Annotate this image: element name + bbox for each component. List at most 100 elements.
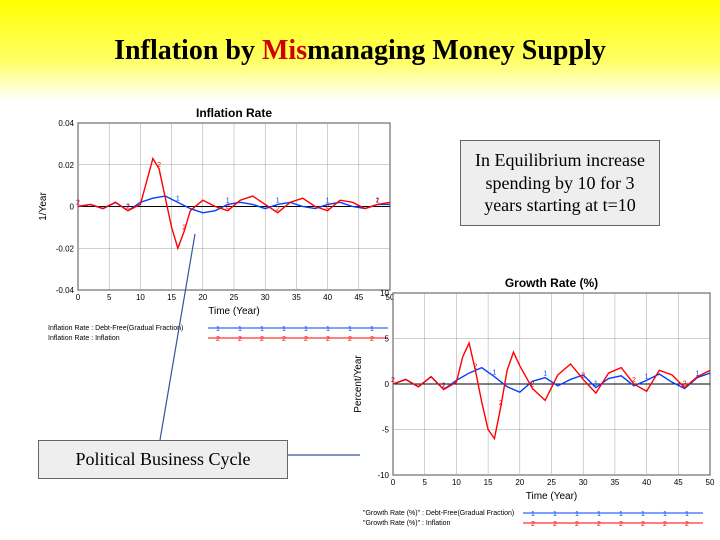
svg-text:2: 2 xyxy=(391,377,395,384)
svg-text:2: 2 xyxy=(238,336,242,343)
svg-text:1: 1 xyxy=(641,511,645,518)
svg-text:1: 1 xyxy=(326,326,330,333)
svg-text:2: 2 xyxy=(473,363,477,370)
svg-text:2: 2 xyxy=(182,225,186,232)
title-suffix: managing Money Supply xyxy=(307,35,606,66)
svg-text:2: 2 xyxy=(575,521,579,528)
svg-text:2: 2 xyxy=(276,206,280,213)
svg-text:"Growth Rate (%)" : Inflation: "Growth Rate (%)" : Inflation xyxy=(363,520,451,527)
svg-text:25: 25 xyxy=(547,478,556,487)
svg-text:0: 0 xyxy=(385,380,390,389)
svg-text:50: 50 xyxy=(706,478,715,487)
svg-text:2: 2 xyxy=(216,336,220,343)
svg-text:40: 40 xyxy=(323,293,332,302)
svg-text:1: 1 xyxy=(282,326,286,333)
svg-text:30: 30 xyxy=(261,293,270,302)
svg-text:10: 10 xyxy=(380,289,389,298)
svg-text:2: 2 xyxy=(442,382,446,389)
svg-text:-0.04: -0.04 xyxy=(56,286,75,295)
equilibrium-text: In Equilibrium increase spending by 10 f… xyxy=(475,150,645,215)
equilibrium-callout: In Equilibrium increase spending by 10 f… xyxy=(460,140,660,226)
svg-text:2: 2 xyxy=(685,521,689,528)
svg-text:2: 2 xyxy=(226,204,230,211)
svg-text:Inflation Rate: Inflation Rate xyxy=(196,106,272,120)
svg-text:Time (Year): Time (Year) xyxy=(526,491,578,502)
svg-text:1: 1 xyxy=(304,326,308,333)
title-mis: Mis xyxy=(262,35,307,66)
pbc-text: Political Business Cycle xyxy=(76,449,251,469)
svg-text:1: 1 xyxy=(216,326,220,333)
svg-text:0: 0 xyxy=(76,293,81,302)
svg-text:20: 20 xyxy=(198,293,207,302)
svg-text:1: 1 xyxy=(176,195,180,202)
svg-text:Time (Year): Time (Year) xyxy=(208,306,260,317)
svg-text:1: 1 xyxy=(543,371,547,378)
svg-text:1/Year: 1/Year xyxy=(38,192,49,221)
svg-text:Growth Rate (%): Growth Rate (%) xyxy=(505,276,598,290)
svg-text:30: 30 xyxy=(579,478,588,487)
svg-text:Inflation Rate : Inflation: Inflation Rate : Inflation xyxy=(48,335,120,342)
svg-text:2: 2 xyxy=(260,336,264,343)
svg-text:2: 2 xyxy=(531,521,535,528)
svg-text:1: 1 xyxy=(260,326,264,333)
svg-text:1: 1 xyxy=(619,511,623,518)
svg-text:0.04: 0.04 xyxy=(58,119,74,128)
svg-text:2: 2 xyxy=(553,521,557,528)
svg-text:2: 2 xyxy=(326,336,330,343)
svg-text:2: 2 xyxy=(597,521,601,528)
svg-text:2: 2 xyxy=(282,336,286,343)
svg-text:2: 2 xyxy=(157,162,161,169)
svg-text:1: 1 xyxy=(531,511,535,518)
svg-text:2: 2 xyxy=(531,382,535,389)
svg-text:2: 2 xyxy=(663,521,667,528)
svg-text:1: 1 xyxy=(276,197,280,204)
svg-text:Inflation Rate : Debt-Free(Gra: Inflation Rate : Debt-Free(Gradual Fract… xyxy=(48,325,183,332)
growth-chart: 0 5 10 15 20 25 30 35 40 45 50 -10 -5 0 5 10 Growth Rate… xyxy=(345,275,720,535)
svg-text:10: 10 xyxy=(136,293,145,302)
svg-text:1: 1 xyxy=(553,511,557,518)
svg-text:45: 45 xyxy=(674,478,683,487)
svg-text:2: 2 xyxy=(76,200,80,207)
svg-text:1: 1 xyxy=(575,511,579,518)
pbc-callout: Political Business Cycle xyxy=(38,440,288,479)
svg-text:1: 1 xyxy=(492,370,496,377)
svg-text:2: 2 xyxy=(619,521,623,528)
slide-title: Inflation by Mismanaging Money Supply xyxy=(114,35,606,67)
svg-text:-0.02: -0.02 xyxy=(56,244,75,253)
svg-text:2: 2 xyxy=(126,204,130,211)
svg-text:2: 2 xyxy=(641,521,645,528)
svg-text:-10: -10 xyxy=(377,471,389,480)
svg-text:1: 1 xyxy=(594,381,598,388)
svg-text:35: 35 xyxy=(610,478,619,487)
header-gradient: Inflation by Mismanaging Money Supply xyxy=(0,0,720,102)
svg-text:Percent/Year: Percent/Year xyxy=(353,355,364,413)
svg-text:2: 2 xyxy=(326,204,330,211)
svg-text:35: 35 xyxy=(292,293,301,302)
svg-text:10: 10 xyxy=(452,478,461,487)
svg-text:1: 1 xyxy=(238,326,242,333)
svg-text:0: 0 xyxy=(391,478,396,487)
svg-text:"Growth Rate (%)" : Debt-Free(: "Growth Rate (%)" : Debt-Free(Gradual Fr… xyxy=(363,510,514,517)
svg-text:1: 1 xyxy=(645,373,649,380)
svg-text:1: 1 xyxy=(663,511,667,518)
svg-text:5: 5 xyxy=(107,293,112,302)
svg-text:25: 25 xyxy=(230,293,239,302)
svg-text:1: 1 xyxy=(597,511,601,518)
svg-text:40: 40 xyxy=(642,478,651,487)
svg-text:0: 0 xyxy=(70,203,75,212)
svg-text:5: 5 xyxy=(422,478,427,487)
svg-text:2: 2 xyxy=(304,336,308,343)
svg-text:2: 2 xyxy=(499,400,503,407)
title-prefix: Inflation by xyxy=(114,35,262,66)
svg-text:20: 20 xyxy=(515,478,524,487)
svg-text:2: 2 xyxy=(581,372,585,379)
svg-text:-5: -5 xyxy=(382,426,390,435)
svg-text:1: 1 xyxy=(685,511,689,518)
svg-text:2: 2 xyxy=(632,377,636,384)
svg-text:0.02: 0.02 xyxy=(58,161,74,170)
svg-text:15: 15 xyxy=(167,293,176,302)
svg-text:2: 2 xyxy=(683,381,687,388)
svg-text:15: 15 xyxy=(484,478,493,487)
svg-text:2: 2 xyxy=(376,197,380,204)
svg-text:5: 5 xyxy=(385,335,390,344)
